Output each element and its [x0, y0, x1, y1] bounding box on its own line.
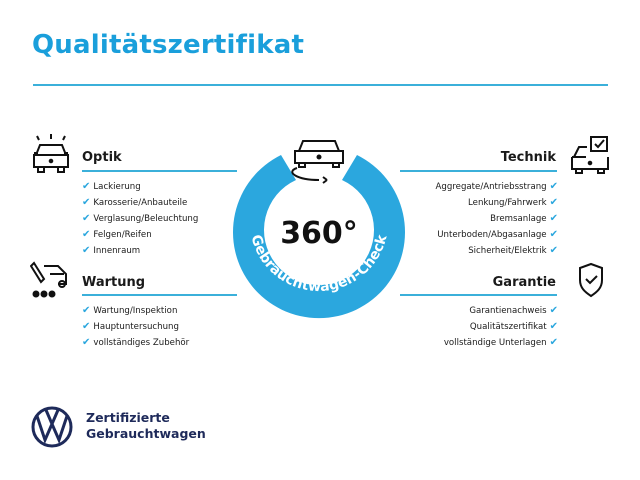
check-360-badge: 360° Gebrauchtwagen-Check: [233, 140, 405, 319]
wartung-list: ✔ Wartung/Inspektion ✔ Hauptuntersuchung ✔…: [82, 303, 189, 351]
list-item: ✔ Verglasung/Beleuchtung: [82, 213, 199, 224]
list-item: Lenkung/Fahrwerk ✔: [468, 197, 558, 208]
garantie-list: Garantienachweis ✔ Qualitätszertifikat ✔ v…: [444, 303, 558, 351]
check-icon: ✔: [549, 245, 558, 256]
optik-divider: [82, 170, 237, 172]
section-title-garantie: Garantie: [492, 275, 556, 290]
check-icon: ✔: [549, 321, 558, 332]
list-item: Unterboden/Abgasanlage ✔: [437, 229, 558, 240]
section-title-technik: Technik: [500, 150, 556, 165]
check-icon: ✔: [82, 197, 91, 208]
list-item: ✔ Felgen/Reifen: [82, 229, 152, 240]
list-item: ✔ Lackierung: [82, 181, 141, 192]
list-item: ✔ Wartung/Inspektion: [82, 305, 178, 316]
check-icon: ✔: [549, 197, 558, 208]
check-icon: ✔: [82, 245, 91, 256]
check-icon: ✔: [549, 181, 558, 192]
technik-list: Aggregate/Antriebsstrang ✔ Lenkung/Fahrwe…: [436, 179, 558, 259]
check-icon: ✔: [82, 229, 91, 240]
list-item: Garantienachweis ✔: [469, 305, 558, 316]
list-item: Aggregate/Antriebsstrang ✔: [435, 181, 558, 192]
vw-logo: [31, 406, 73, 448]
check-icon: ✔: [82, 337, 91, 348]
check-icon: ✔: [82, 181, 91, 192]
garantie-divider: [400, 294, 557, 296]
optik-list: ✔ Lackierung ✔ Karosserie/Anbauteile ✔ Verg…: [82, 179, 198, 259]
big-360-text: 360°: [280, 216, 358, 251]
wartung-divider: [82, 294, 237, 296]
car-lights-icon: [33, 134, 69, 173]
list-item: ✔ Hauptuntersuchung: [82, 321, 179, 332]
service-van-icon: [30, 261, 67, 298]
title-divider: [33, 84, 608, 86]
check-icon: ✔: [549, 229, 558, 240]
check-icon: ✔: [549, 213, 558, 224]
shield-check-icon: [579, 262, 603, 298]
car-rotate-icon: [291, 140, 344, 184]
list-item: ✔ vollständiges Zubehör: [82, 337, 190, 348]
check-icon: ✔: [549, 305, 558, 316]
section-title-optik: Optik: [82, 150, 122, 165]
technik-divider: [400, 170, 557, 172]
page-title: Qualitätszertifikat: [32, 30, 305, 60]
list-item: Sicherheit/Elektrik ✔: [468, 245, 558, 256]
check-icon: ✔: [549, 337, 558, 348]
car-checkbox-icon: [571, 136, 609, 174]
list-item: ✔ Karosserie/Anbauteile: [82, 197, 188, 208]
check-icon: ✔: [82, 321, 91, 332]
brand-text: Zertifizierte Gebrauchtwagen: [86, 410, 206, 442]
list-item: ✔ Innenraum: [82, 245, 141, 256]
section-title-wartung: Wartung: [82, 275, 146, 290]
list-item: Bremsanlage ✔: [490, 213, 558, 224]
check-icon: ✔: [82, 305, 91, 316]
brand-line-2: Gebrauchtwagen: [86, 426, 206, 441]
list-item: Qualitätszertifikat ✔: [469, 321, 558, 332]
list-item: vollständige Unterlagen ✔: [443, 337, 558, 348]
ring-arc: [233, 155, 405, 319]
brand-line-1: Zertifizierte: [86, 410, 170, 425]
check-icon: ✔: [82, 213, 91, 224]
